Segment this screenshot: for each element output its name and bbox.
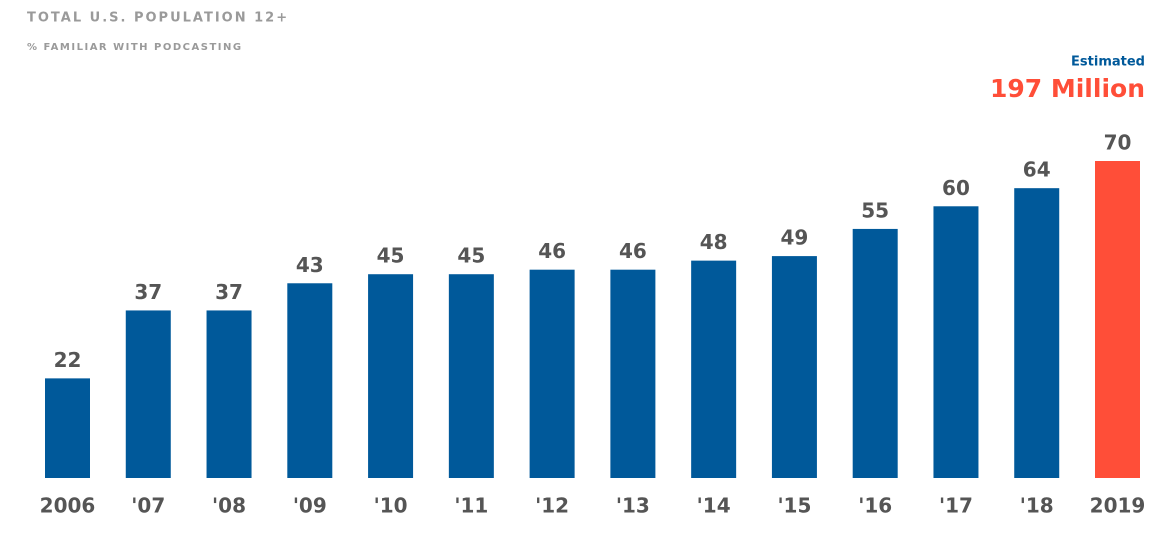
x-tick-label: '13 [616, 494, 650, 518]
bar [368, 274, 414, 478]
bar [610, 269, 656, 478]
bar [125, 310, 171, 478]
x-tick-label: 2019 [1090, 494, 1146, 518]
bar [691, 260, 737, 478]
value-label: 22 [54, 348, 82, 372]
x-tick-label: '16 [858, 494, 892, 518]
x-tick-label: '11 [454, 494, 488, 518]
x-tick-label: '07 [131, 494, 165, 518]
bar [529, 269, 575, 478]
x-tick-label: '14 [697, 494, 731, 518]
bar [1014, 188, 1060, 478]
value-label: 64 [1023, 158, 1051, 182]
x-tick-label: '08 [212, 494, 246, 518]
x-tick-label: '10 [374, 494, 408, 518]
value-label: 48 [700, 230, 728, 254]
bar [771, 256, 817, 478]
value-label: 43 [296, 253, 324, 277]
bar [287, 283, 333, 478]
bar [852, 228, 898, 478]
value-label: 37 [134, 280, 162, 304]
value-label: 37 [215, 280, 243, 304]
value-label: 49 [781, 226, 809, 250]
bar [206, 310, 252, 478]
value-label: 45 [377, 244, 405, 268]
annotation: Estimated [1071, 55, 1145, 70]
value-label: 46 [619, 239, 647, 263]
value-label: 70 [1104, 131, 1132, 155]
bar [45, 378, 90, 478]
value-label: 45 [457, 244, 485, 268]
bar [448, 274, 494, 478]
x-tick-label: '17 [939, 494, 973, 518]
value-label: 55 [861, 198, 889, 222]
annotation: 197 Million [990, 74, 1145, 103]
x-tick-label: 2006 [40, 494, 96, 518]
chart-title: TOTAL U.S. POPULATION 12+ [27, 11, 289, 26]
x-tick-label: '15 [777, 494, 811, 518]
value-label: 60 [942, 176, 970, 200]
x-tick-label: '09 [293, 494, 327, 518]
x-tick-label: '12 [535, 494, 569, 518]
bar [933, 206, 979, 479]
chart-subtitle: % FAMILIAR WITH PODCASTING [27, 42, 243, 53]
bar [1095, 161, 1140, 478]
x-tick-label: '18 [1020, 494, 1054, 518]
value-label: 46 [538, 239, 566, 263]
